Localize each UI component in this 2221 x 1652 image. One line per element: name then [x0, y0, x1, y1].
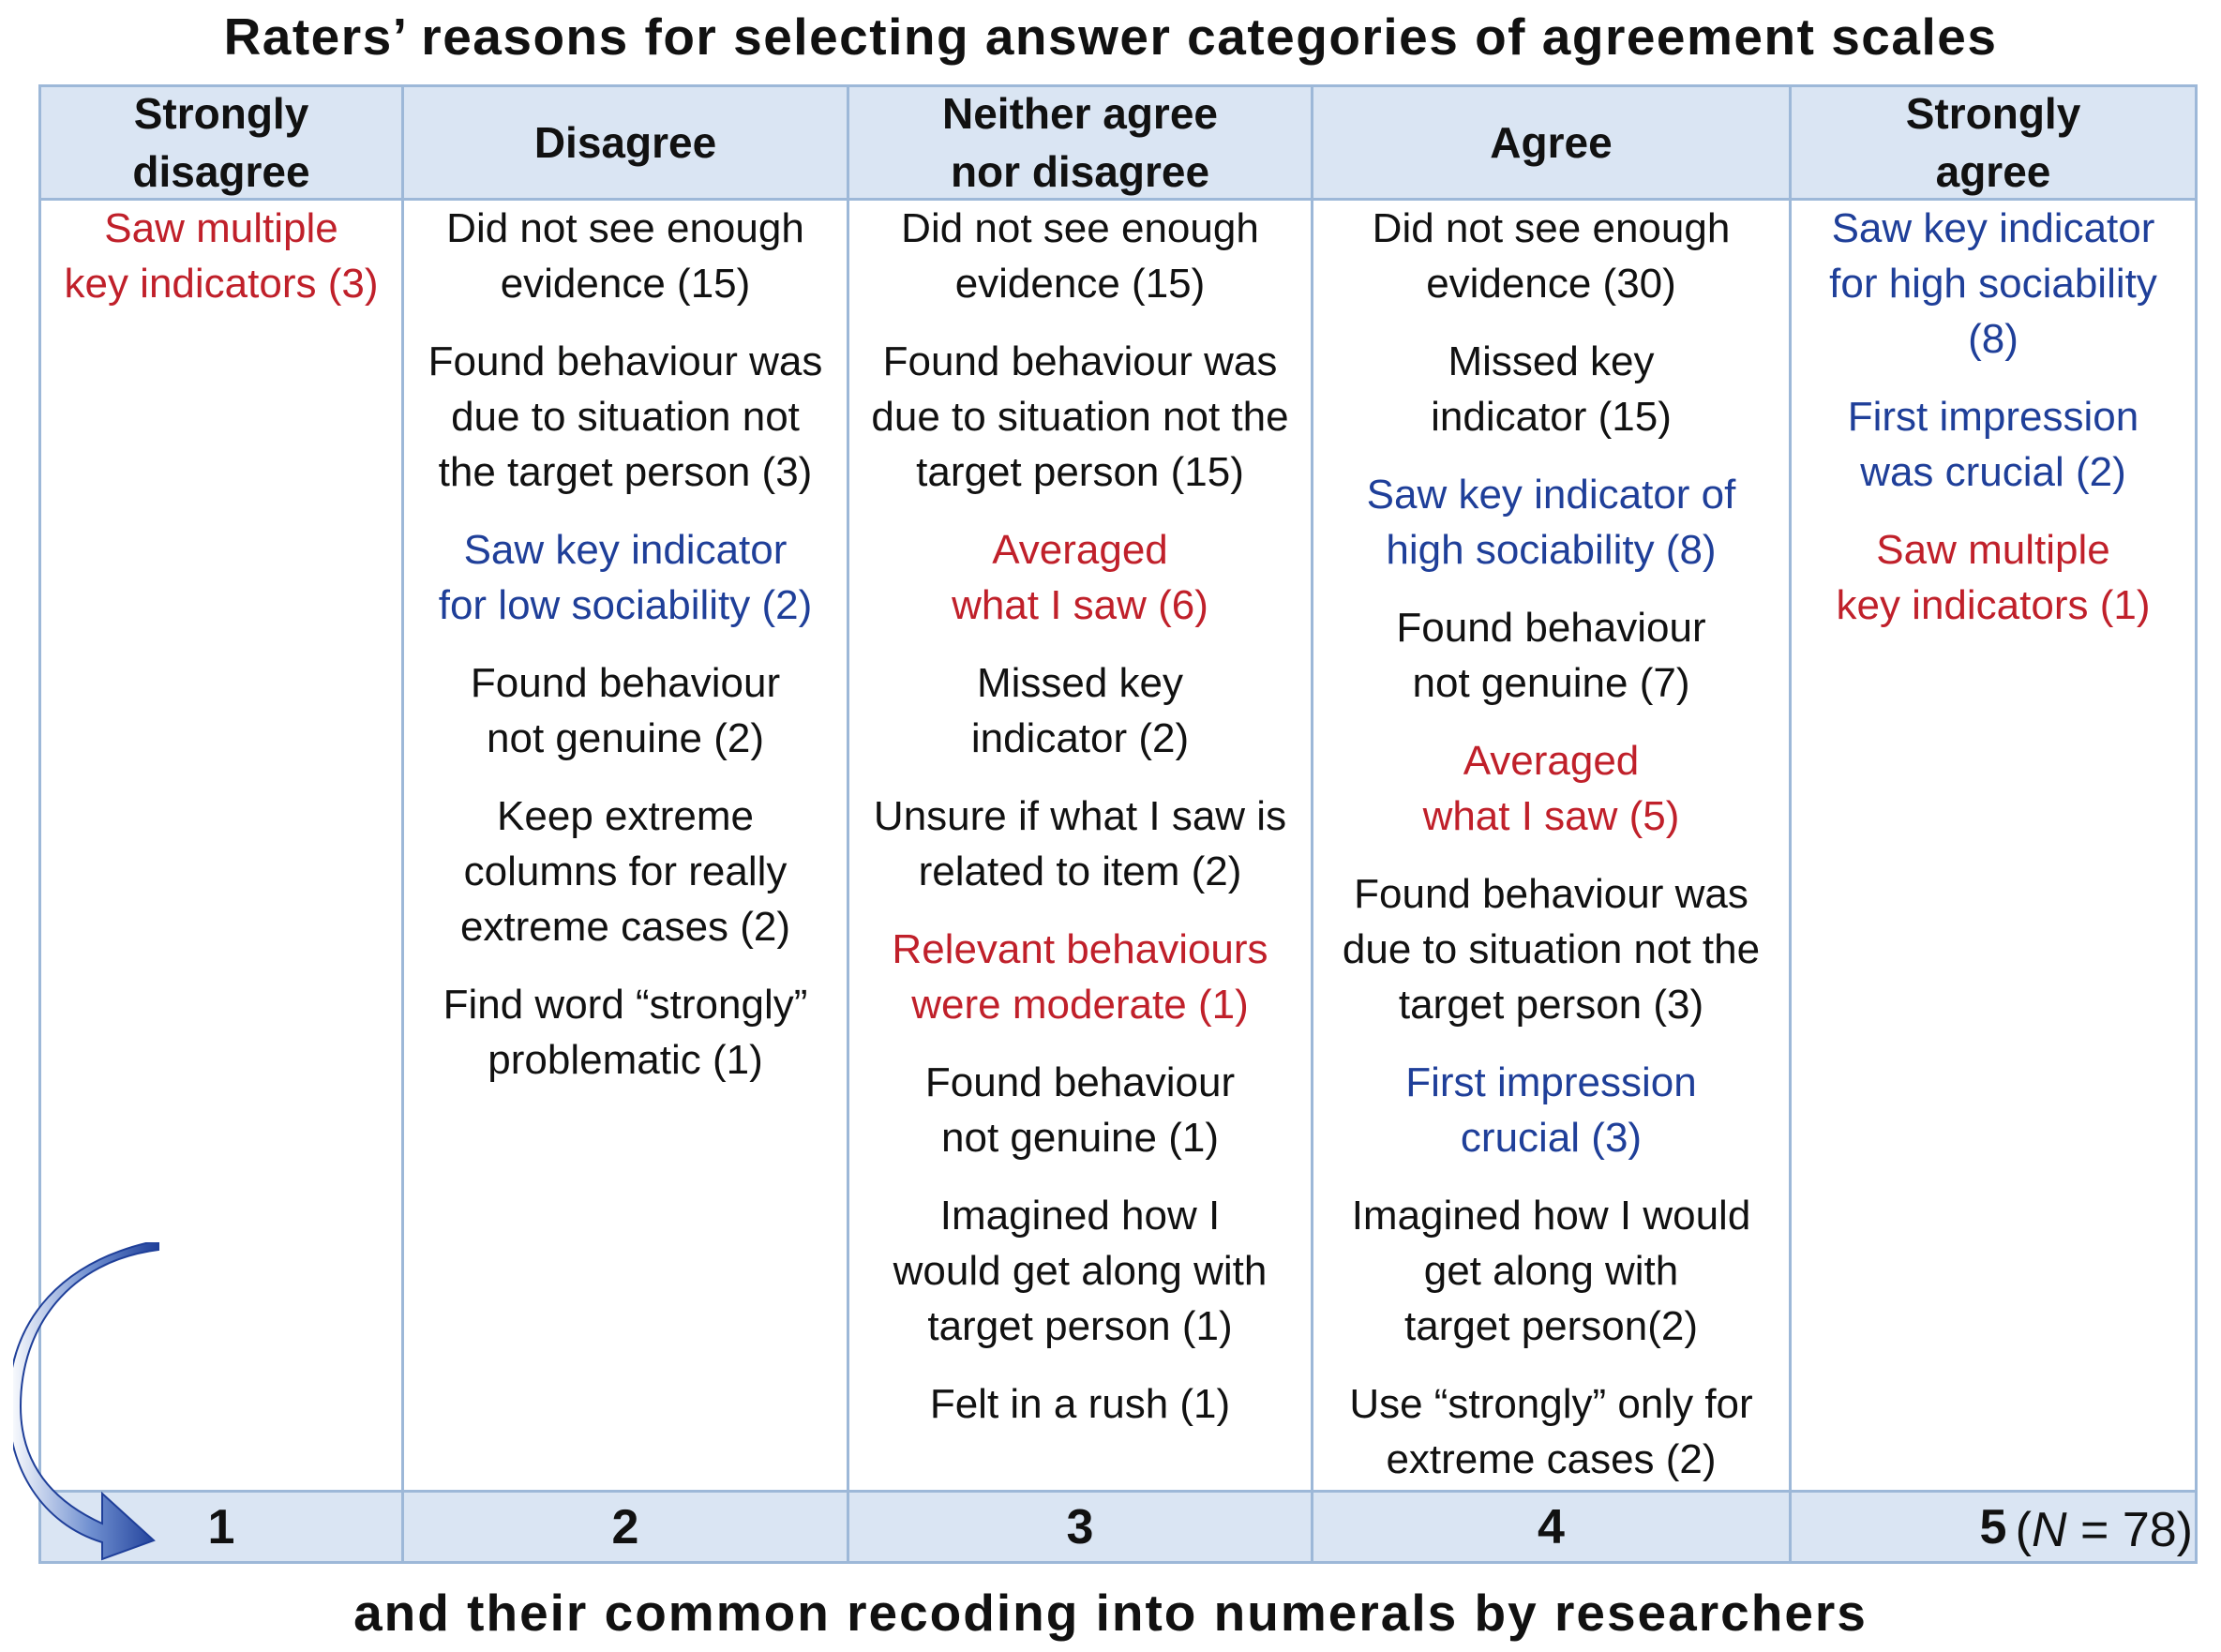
sample-size-symbol: N: [2032, 1503, 2067, 1557]
column-header: Neither agree nor disagree: [849, 87, 1311, 201]
reasons-list: Saw key indicator for high sociability (…: [1792, 201, 2195, 1490]
numeral-code: 4: [1313, 1490, 1789, 1561]
scale-column-2: Disagree Did not see enough evidence (15)…: [401, 87, 847, 1561]
column-header-label: Strongly disagree: [132, 89, 310, 196]
reason-item: Averaged what I saw (5): [1422, 738, 1680, 839]
numeral-code: 3: [849, 1490, 1311, 1561]
reason-item: Saw key indicator for low sociability (2…: [438, 527, 813, 628]
reason-item: Did not see enough evidence (15): [446, 205, 804, 307]
reason-item: Did not see enough evidence (30): [1372, 205, 1731, 307]
reason-item: Found behaviour was due to situation not…: [428, 338, 823, 495]
reason-item: Find word “strongly” problematic (1): [443, 982, 808, 1083]
reason-item: Saw key indicator for high sociability (…: [1829, 205, 2157, 362]
sample-size-value: = 78): [2080, 1503, 2193, 1557]
reason-item: Did not see enough evidence (15): [901, 205, 1259, 307]
column-header: Strongly agree: [1792, 87, 2195, 201]
sample-size-note: (N = 78): [2016, 1502, 2193, 1558]
reason-item: Found behaviour not genuine (1): [924, 1059, 1236, 1161]
reason-item: Keep extreme columns for really extreme …: [459, 793, 791, 950]
reason-item: Imagined how I would get along with targ…: [1351, 1193, 1751, 1349]
reasons-list: Saw multiple key indicators (3): [41, 201, 401, 1490]
reason-item: Unsure if what I saw is related to item …: [873, 793, 1287, 894]
reason-item: Missed key indicator (2): [970, 660, 1190, 761]
reasons-list: Did not see enough evidence (15) Found be…: [849, 201, 1311, 1490]
reason-item: Averaged what I saw (6): [952, 527, 1208, 628]
reason-item: Found behaviour was due to situation not…: [871, 338, 1289, 495]
reason-item: Saw key indicator of high sociability (8…: [1366, 472, 1736, 573]
recode-arrow-icon: [13, 1242, 159, 1561]
reason-item: First impression was crucial (2): [1847, 394, 2139, 495]
reason-item: Felt in a rush (1): [929, 1381, 1231, 1427]
reason-item: Use “strongly” only for extreme cases (2…: [1349, 1381, 1753, 1482]
reasons-list: Did not see enough evidence (30) Missed k…: [1313, 201, 1789, 1490]
diagram-subtitle: and their common recoding into numerals …: [353, 1584, 1868, 1642]
column-header-label: Agree: [1490, 118, 1613, 167]
column-header: Strongly disagree: [41, 87, 401, 201]
reason-item: Found behaviour not genuine (2): [470, 660, 781, 761]
diagram-title: Raters’ reasons for selecting answer cat…: [223, 8, 1998, 66]
reason-item: Saw multiple key indicators (3): [64, 205, 379, 307]
column-header-label: Neither agree nor disagree: [941, 89, 1218, 196]
reason-item: Missed key indicator (15): [1431, 338, 1672, 440]
column-header: Disagree: [404, 87, 847, 201]
reason-item: Found behaviour not genuine (7): [1396, 605, 1706, 706]
reasons-list: Did not see enough evidence (15) Found be…: [404, 201, 847, 1490]
column-header: Agree: [1313, 87, 1789, 201]
numeral-code: 2: [404, 1490, 847, 1561]
reason-item: Saw multiple key indicators (1): [1836, 527, 2151, 628]
scale-column-4: Agree Did not see enough evidence (30) Mis…: [1311, 87, 1789, 1561]
reason-item: First impression crucial (3): [1405, 1059, 1697, 1161]
column-header-label: Strongly agree: [1905, 89, 2081, 196]
reason-item: Imagined how I would get along with targ…: [893, 1193, 1268, 1349]
numeral-code: 5: [1792, 1490, 2195, 1561]
scale-column-3: Neither agree nor disagree Did not see en…: [847, 87, 1311, 1561]
column-header-label: Disagree: [533, 118, 717, 167]
scale-column-5: Strongly agree Saw key indicator for high…: [1789, 87, 2195, 1561]
sample-size-open: (: [2015, 1503, 2032, 1557]
reason-item: Relevant behaviours were moderate (1): [892, 926, 1268, 1028]
response-scale-table: Strongly disagree Saw multiple key indica…: [38, 84, 2198, 1564]
reason-item: Found behaviour was due to situation not…: [1342, 871, 1761, 1028]
